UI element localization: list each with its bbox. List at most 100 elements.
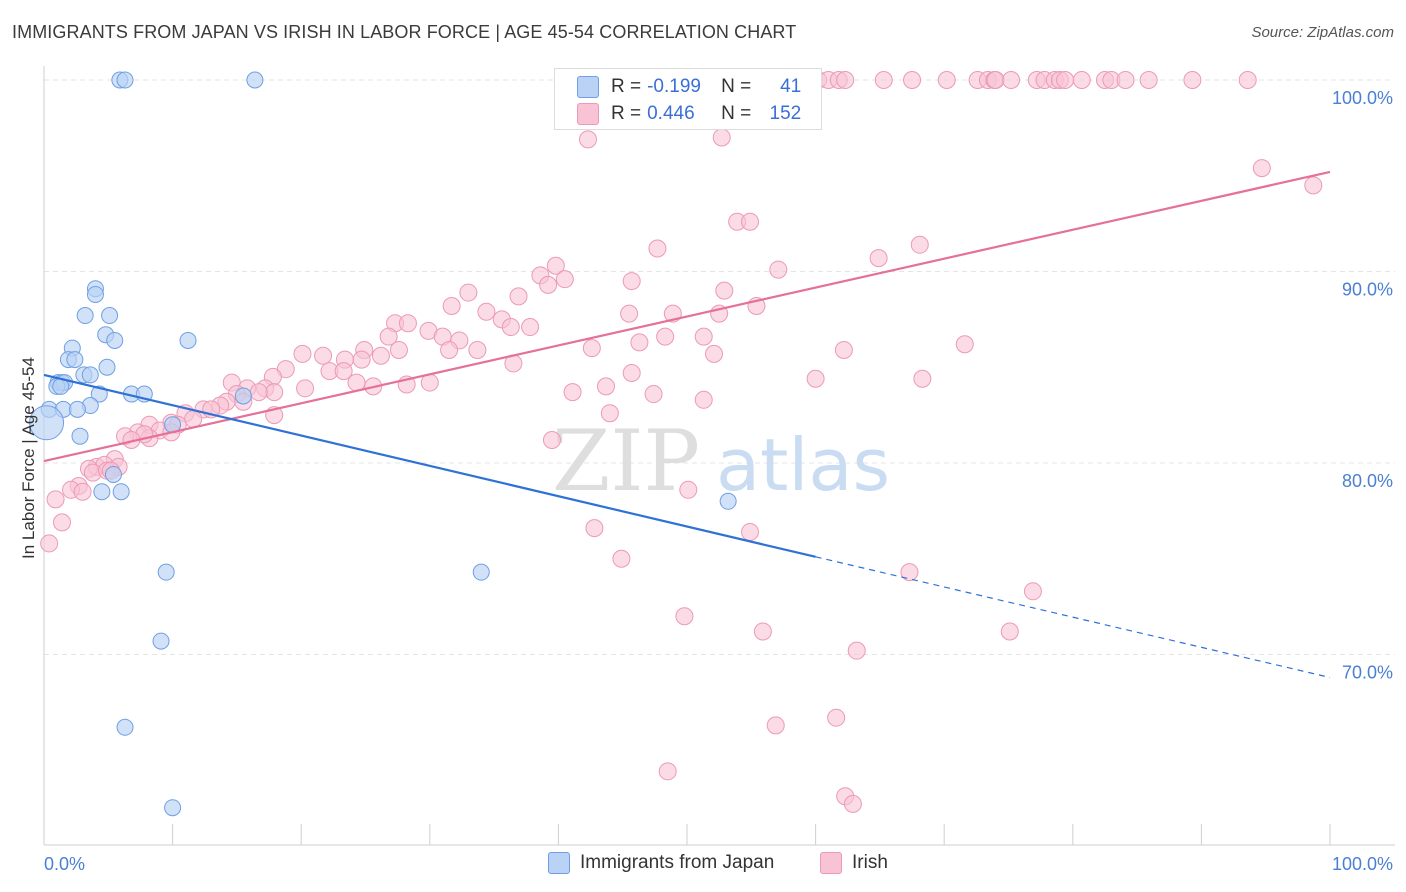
irish-point [521, 318, 540, 337]
legend-item-japan[interactable]: Immigrants from Japan [548, 852, 774, 874]
irish-point [596, 377, 615, 396]
irish-point [1139, 71, 1158, 89]
irish-point [612, 549, 631, 568]
watermark: ZIP atlas [552, 412, 890, 510]
trend-lines [43, 170, 1331, 679]
irish-point [296, 379, 315, 398]
x-tick-label-min: 0.0% [44, 854, 85, 874]
japan-point [234, 387, 252, 405]
irish-point [903, 71, 922, 89]
y-tick-label: 100.0% [1332, 88, 1393, 108]
irish-point [1002, 71, 1021, 89]
irish-point [542, 431, 561, 450]
irish-point [582, 339, 601, 358]
r-value-japan: -0.199 [647, 76, 701, 97]
legend-item-irish[interactable]: Irish [820, 852, 888, 874]
irish-point [477, 302, 496, 321]
irish-point [715, 281, 734, 300]
irish-point [1072, 71, 1091, 89]
japan-point [116, 71, 134, 89]
irish-point [1116, 71, 1135, 89]
japan-point [164, 799, 182, 817]
irish-point [46, 490, 65, 509]
irish-point [913, 369, 932, 388]
irish-point [1304, 176, 1323, 195]
irish-point [293, 344, 312, 363]
y-tick-label: 70.0% [1342, 663, 1393, 683]
irish-swatch [577, 103, 599, 125]
y-tick-label: 90.0% [1342, 280, 1393, 300]
japan-point [76, 307, 94, 325]
japan-point [246, 71, 264, 89]
grid-lines [44, 79, 1395, 655]
stats-row-irish: R = 0.446 N = 152 [577, 101, 801, 127]
irish-point [585, 519, 604, 538]
irish-point [600, 404, 619, 423]
irish-point [440, 341, 459, 360]
japan-point [98, 358, 116, 376]
irish-point [658, 762, 677, 781]
irish-point [847, 641, 866, 660]
irish-point [1023, 582, 1042, 601]
y-tick-label: 80.0% [1342, 471, 1393, 491]
irish-point [869, 249, 888, 268]
irish-point [656, 327, 675, 346]
japan-point [116, 718, 134, 736]
irish-point [578, 130, 597, 149]
r-label: R = [611, 76, 642, 97]
irish-point [398, 314, 417, 333]
legend-swatch-japan [548, 852, 570, 874]
irish-point [836, 71, 855, 89]
irish-point [442, 296, 461, 315]
legend-swatch-irish [820, 852, 842, 874]
irish-point [874, 71, 893, 89]
y-axis-label: In Labor Force | Age 45-54 [19, 357, 38, 559]
japan-point [112, 483, 130, 501]
r-label: R = [611, 103, 642, 124]
irish-point [371, 346, 390, 365]
japan-point [106, 331, 124, 349]
japan-point [81, 366, 99, 384]
watermark-atlas: atlas [716, 423, 890, 507]
irish-point [334, 362, 353, 381]
japan-point [71, 427, 89, 445]
irish-point [1000, 622, 1019, 641]
legend-label-japan: Immigrants from Japan [580, 852, 775, 873]
irish-point [675, 607, 694, 626]
irish-point [843, 794, 862, 813]
n-label: N = [721, 76, 752, 97]
irish-point [834, 341, 853, 360]
source-label: Source: ZipAtlas.com [1251, 24, 1394, 41]
irish-point [184, 409, 203, 428]
irish-point [753, 622, 772, 641]
japan-point [719, 492, 737, 510]
irish-point [563, 383, 582, 402]
irish-point [539, 275, 558, 294]
n-value-irish: 152 [769, 103, 802, 124]
japan-point [66, 351, 84, 369]
japan-swatch [577, 76, 599, 98]
irish-point [1056, 71, 1075, 89]
irish-point [622, 363, 641, 382]
irish-point [468, 341, 487, 360]
irish-point [389, 341, 408, 360]
japan-point [179, 331, 197, 349]
stats-legend: R = -0.199 N = 41 R = 0.446 N = 152 [554, 68, 822, 130]
n-value-japan: 41 [780, 76, 802, 97]
irish-point [648, 239, 667, 258]
irish-point [1238, 71, 1257, 89]
irish-point [827, 708, 846, 727]
irish-point [712, 128, 731, 147]
irish-point [769, 260, 788, 279]
irish-point [705, 344, 724, 363]
irish-point [741, 212, 760, 231]
legend-label-irish: Irish [852, 852, 888, 873]
japan-trend-line [43, 373, 816, 558]
irish-point [509, 287, 528, 306]
irish-point [679, 480, 698, 499]
japan-point [152, 632, 170, 650]
irish-point [352, 350, 371, 369]
irish-point [900, 563, 919, 582]
chart-title: IMMIGRANTS FROM JAPAN VS IRISH IN LABOR … [12, 22, 797, 42]
japan-point [472, 563, 490, 581]
